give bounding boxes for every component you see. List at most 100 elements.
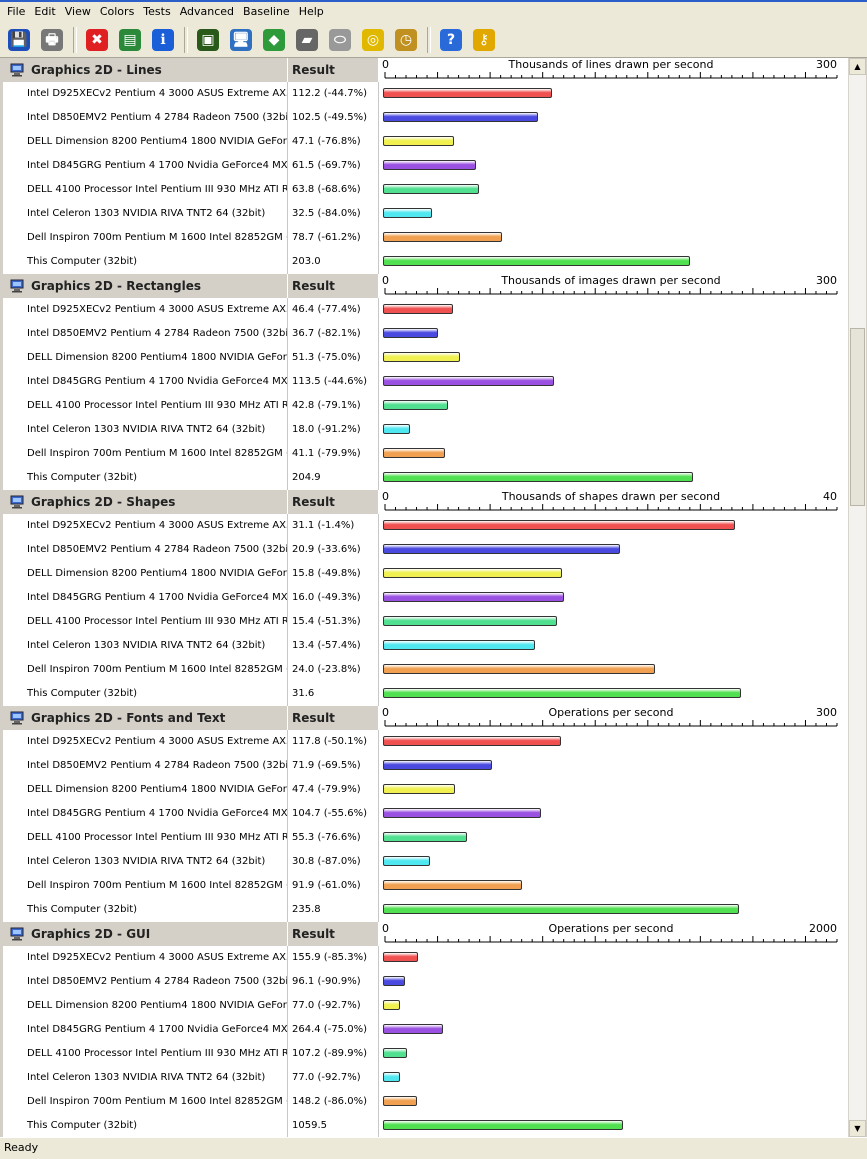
table-row[interactable]: DELL 4100 Processor Intel Pentium III 93… <box>3 826 848 850</box>
table-row[interactable]: DELL 4100 Processor Intel Pentium III 93… <box>3 394 848 418</box>
cd-button[interactable]: ◎ <box>358 25 388 55</box>
system-name: Intel Celeron 1303 NVIDIA RIVA TNT2 64 (… <box>3 202 288 226</box>
vertical-scrollbar[interactable]: ▲ ▼ <box>848 58 866 1137</box>
system-button[interactable]: ◆ <box>259 25 289 55</box>
table-row[interactable]: DELL Dimension 8200 Pentium4 1800 NVIDIA… <box>3 778 848 802</box>
help-button[interactable]: ? <box>436 25 466 55</box>
section-title: Graphics 2D - Rectangles <box>31 279 202 293</box>
save-button[interactable]: 💾 <box>4 25 34 55</box>
section-title-column[interactable]: Graphics 2D - Rectangles <box>3 274 288 298</box>
result-column-header[interactable]: Result <box>288 274 378 298</box>
scrollbar-thumb[interactable] <box>850 328 865 506</box>
table-row[interactable]: Intel D925XECv2 Pentium 4 3000 ASUS Extr… <box>3 82 848 106</box>
table-row[interactable]: Intel D845GRG Pentium 4 1700 Nvidia GeFo… <box>3 1018 848 1042</box>
table-row[interactable]: Intel D925XECv2 Pentium 4 3000 ASUS Extr… <box>3 298 848 322</box>
table-row[interactable]: Intel D845GRG Pentium 4 1700 Nvidia GeFo… <box>3 370 848 394</box>
menu-tests[interactable]: Tests <box>143 5 171 18</box>
system-name: This Computer (32bit) <box>3 898 288 922</box>
axis-ruler <box>384 288 838 295</box>
table-row[interactable]: This Computer (32bit) 31.6 <box>3 682 848 706</box>
table-row[interactable]: Intel D850EMV2 Pentium 4 2784 Radeon 750… <box>3 322 848 346</box>
result-value: 204.9 <box>288 466 379 490</box>
table-row[interactable]: This Computer (32bit) 1059.5 <box>3 1114 848 1137</box>
table-row[interactable]: Intel D925XECv2 Pentium 4 3000 ASUS Extr… <box>3 730 848 754</box>
result-bar <box>383 1048 407 1058</box>
table-row[interactable]: DELL Dimension 8200 Pentium4 1800 NVIDIA… <box>3 994 848 1018</box>
result-bar <box>383 1072 400 1082</box>
menu-view[interactable]: View <box>64 5 91 18</box>
table-row[interactable]: Intel D850EMV2 Pentium 4 2784 Radeon 750… <box>3 106 848 130</box>
table-row[interactable]: Intel D925XECv2 Pentium 4 3000 ASUS Extr… <box>3 514 848 538</box>
table-row[interactable]: Intel Celeron 1303 NVIDIA RIVA TNT2 64 (… <box>3 634 848 658</box>
delete-button[interactable]: ✖ <box>82 25 112 55</box>
table-row[interactable]: Dell Inspiron 700m Pentium M 1600 Intel … <box>3 1090 848 1114</box>
report-button[interactable]: ▤ <box>115 25 145 55</box>
result-value: 235.8 <box>288 898 379 922</box>
table-row[interactable]: Intel D850EMV2 Pentium 4 2784 Radeon 750… <box>3 970 848 994</box>
table-row[interactable]: Intel D845GRG Pentium 4 1700 Nvidia GeFo… <box>3 586 848 610</box>
result-bar <box>383 472 693 482</box>
scroll-down-button[interactable]: ▼ <box>849 1120 866 1137</box>
system-name: DELL 4100 Processor Intel Pentium III 93… <box>3 826 288 850</box>
table-row[interactable]: Intel D850EMV2 Pentium 4 2784 Radeon 750… <box>3 754 848 778</box>
menu-edit[interactable]: Edit <box>34 5 56 18</box>
section-title: Graphics 2D - Lines <box>31 63 162 77</box>
axis-ruler <box>384 504 838 511</box>
toolbar-separator <box>73 26 77 53</box>
result-column-header[interactable]: Result <box>288 490 378 514</box>
result-column-header[interactable]: Result <box>288 922 378 946</box>
result-column-header[interactable]: Result <box>288 58 378 82</box>
table-row[interactable]: Dell Inspiron 700m Pentium M 1600 Intel … <box>3 874 848 898</box>
table-row[interactable]: Dell Inspiron 700m Pentium M 1600 Intel … <box>3 442 848 466</box>
table-row[interactable]: DELL Dimension 8200 Pentium4 1800 NVIDIA… <box>3 346 848 370</box>
table-row[interactable]: DELL Dimension 8200 Pentium4 1800 NVIDIA… <box>3 130 848 154</box>
key-button[interactable]: ⚷ <box>469 25 499 55</box>
table-row[interactable]: DELL 4100 Processor Intel Pentium III 93… <box>3 1042 848 1066</box>
info-button[interactable]: ℹ <box>148 25 178 55</box>
print-icon: 🖶 <box>41 28 63 51</box>
axis-title: Thousands of shapes drawn per second <box>501 490 721 503</box>
table-row[interactable]: This Computer (32bit) 204.9 <box>3 466 848 490</box>
menu-file[interactable]: File <box>7 5 26 18</box>
menu-baseline[interactable]: Baseline <box>243 5 290 18</box>
table-row[interactable]: Dell Inspiron 700m Pentium M 1600 Intel … <box>3 226 848 250</box>
table-row[interactable]: Intel Celeron 1303 NVIDIA RIVA TNT2 64 (… <box>3 1066 848 1090</box>
table-row[interactable]: This Computer (32bit) 235.8 <box>3 898 848 922</box>
section-title-column[interactable]: Graphics 2D - Lines <box>3 58 288 82</box>
scroll-up-button[interactable]: ▲ <box>849 58 866 75</box>
table-row[interactable]: Intel D850EMV2 Pentium 4 2784 Radeon 750… <box>3 538 848 562</box>
section-title-column[interactable]: Graphics 2D - Fonts and Text <box>3 706 288 730</box>
table-row[interactable]: Intel D925XECv2 Pentium 4 3000 ASUS Extr… <box>3 946 848 970</box>
result-column-header[interactable]: Result <box>288 706 378 730</box>
result-value: 63.8 (-68.6%) <box>288 178 379 202</box>
result-bar <box>383 352 460 362</box>
table-row[interactable]: DELL 4100 Processor Intel Pentium III 93… <box>3 610 848 634</box>
disk-button[interactable]: ⬭ <box>325 25 355 55</box>
cpu-button[interactable]: ▣ <box>193 25 223 55</box>
table-row[interactable]: DELL Dimension 8200 Pentium4 1800 NVIDIA… <box>3 562 848 586</box>
table-row[interactable]: DELL 4100 Processor Intel Pentium III 93… <box>3 178 848 202</box>
computer-icon <box>10 927 24 941</box>
axis-min-label: 0 <box>382 58 389 71</box>
table-row[interactable]: Dell Inspiron 700m Pentium M 1600 Intel … <box>3 658 848 682</box>
section-title-column[interactable]: Graphics 2D - Shapes <box>3 490 288 514</box>
section-title-column[interactable]: Graphics 2D - GUI <box>3 922 288 946</box>
table-row[interactable]: Intel Celeron 1303 NVIDIA RIVA TNT2 64 (… <box>3 202 848 226</box>
system-name: This Computer (32bit) <box>3 1114 288 1137</box>
result-value: 24.0 (-23.8%) <box>288 658 379 682</box>
print-button[interactable]: 🖶 <box>37 25 67 55</box>
menu-help[interactable]: Help <box>298 5 324 18</box>
memory-button[interactable]: ▰ <box>292 25 322 55</box>
system-name: DELL Dimension 8200 Pentium4 1800 NVIDIA… <box>3 778 288 802</box>
menu-advanced[interactable]: Advanced <box>179 5 235 18</box>
clock-button[interactable]: ◷ <box>391 25 421 55</box>
menu-colors[interactable]: Colors <box>99 5 135 18</box>
monitor-button[interactable]: 🖥 <box>226 25 256 55</box>
table-row[interactable]: Intel D845GRG Pentium 4 1700 Nvidia GeFo… <box>3 154 848 178</box>
table-row[interactable]: Intel Celeron 1303 NVIDIA RIVA TNT2 64 (… <box>3 850 848 874</box>
table-row[interactable]: Intel D845GRG Pentium 4 1700 Nvidia GeFo… <box>3 802 848 826</box>
table-row[interactable]: Intel Celeron 1303 NVIDIA RIVA TNT2 64 (… <box>3 418 848 442</box>
system-name: This Computer (32bit) <box>3 466 288 490</box>
benchmark-section: Graphics 2D - Shapes Result 0 Thousands of … <box>3 490 848 706</box>
table-row[interactable]: This Computer (32bit) 203.0 <box>3 250 848 274</box>
